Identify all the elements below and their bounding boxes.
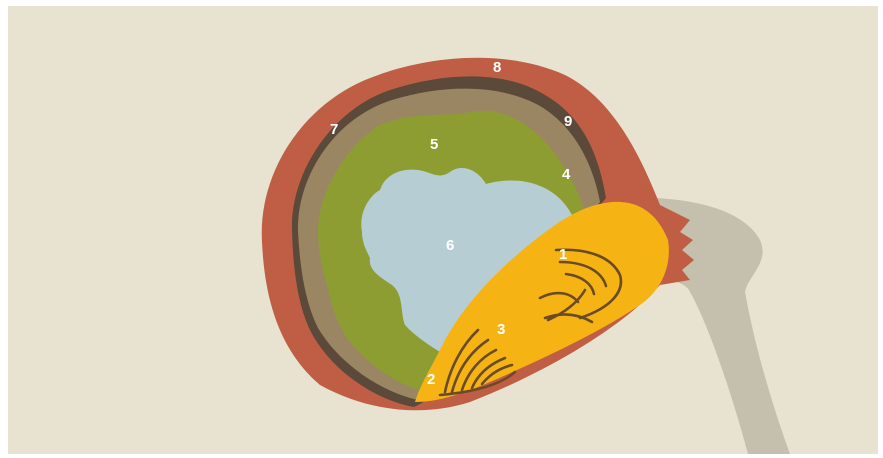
label-9: 9 bbox=[564, 113, 572, 130]
label-6: 6 bbox=[446, 237, 454, 254]
label-5: 5 bbox=[430, 136, 438, 153]
label-2: 2 bbox=[427, 371, 435, 388]
cotyledon-veins bbox=[538, 248, 623, 324]
label-3: 3 bbox=[497, 321, 505, 338]
cavity bbox=[361, 167, 572, 355]
label-7: 7 bbox=[330, 121, 338, 138]
radicle-ridges bbox=[438, 328, 517, 397]
embryo bbox=[415, 201, 669, 402]
label-4: 4 bbox=[562, 166, 571, 183]
label-1: 1 bbox=[559, 246, 567, 263]
label-8: 8 bbox=[493, 59, 501, 76]
